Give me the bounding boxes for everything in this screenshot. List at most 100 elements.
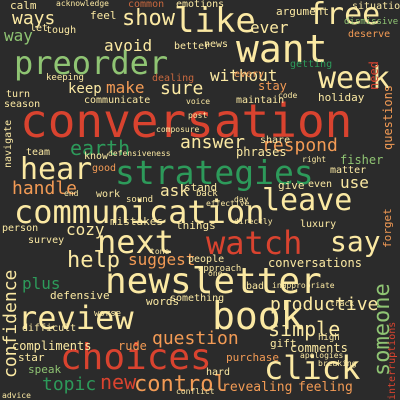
word-stay: stay xyxy=(258,79,287,93)
word-navigate: navigate xyxy=(3,119,14,168)
word-getting: getting xyxy=(290,59,333,70)
word-free: free xyxy=(308,0,381,32)
word-preorder: preorder xyxy=(14,44,169,82)
word-feel: feel xyxy=(90,9,117,22)
word-use: use xyxy=(340,173,369,192)
word-emotions: emotions xyxy=(176,0,225,10)
word-simple: simple xyxy=(268,317,341,341)
word-productive: productive xyxy=(270,294,379,315)
word-defensiveness: defensiveness xyxy=(108,149,171,158)
word-sure: sure xyxy=(160,78,204,99)
word-end: end xyxy=(64,189,79,198)
word-book: book xyxy=(212,294,304,338)
word-people: people xyxy=(188,254,225,265)
word-day: day xyxy=(234,195,249,204)
word-revealing: revealing xyxy=(222,380,293,395)
word-sound: sound xyxy=(126,195,154,205)
word-click: click xyxy=(264,349,361,387)
word-code: code xyxy=(278,91,298,100)
word-inappropriate: inappropriate xyxy=(272,281,335,290)
word-defensive: defensive xyxy=(50,289,110,302)
word-season: season xyxy=(4,99,41,110)
word-feeling: feeling xyxy=(298,380,353,395)
word-one: one xyxy=(208,269,223,278)
word-something: something xyxy=(170,293,225,304)
word-track: track xyxy=(330,299,355,308)
word-purchase: purchase xyxy=(226,351,279,364)
word-even: even xyxy=(308,179,333,190)
word-answer: answer xyxy=(180,132,246,153)
word-let: let xyxy=(30,23,49,34)
word-luxury: luxury xyxy=(300,219,337,230)
word-show: show xyxy=(122,6,175,31)
word-say: say xyxy=(330,225,381,258)
word-hard: hard xyxy=(206,367,231,378)
word-earth: earth xyxy=(70,136,131,160)
word-comments: comments xyxy=(290,341,348,355)
word-matter: matter xyxy=(330,165,367,176)
word-review: review xyxy=(18,299,134,337)
word-phrases: phrases xyxy=(236,145,287,159)
word-know: know xyxy=(84,151,109,162)
word-work: work xyxy=(96,189,121,200)
word-hear: hear xyxy=(20,152,93,187)
word-things: things xyxy=(176,219,216,232)
word-situation: situation xyxy=(352,1,400,12)
word-post: post xyxy=(188,111,208,120)
word-back: back xyxy=(196,189,218,199)
word-watch: watch xyxy=(206,224,303,262)
word-next: next xyxy=(97,223,175,261)
word-common: common xyxy=(128,0,165,10)
word-apologies: apologies xyxy=(300,351,344,360)
word-approach: approach xyxy=(198,264,242,274)
word-dismissive: dismissive xyxy=(344,17,399,27)
word-holiday: holiday xyxy=(318,91,365,104)
word-high: high xyxy=(318,333,340,343)
word-like: like xyxy=(174,1,256,41)
word-stand: stand xyxy=(184,181,218,194)
word-ways: ways xyxy=(12,8,56,29)
word-deserve: deserve xyxy=(348,29,391,40)
word-without: without xyxy=(210,66,278,85)
word-better: better xyxy=(174,41,211,52)
word-difficult: difficult xyxy=(22,323,77,334)
word-tone: tone xyxy=(150,247,170,256)
word-ask: ask xyxy=(160,181,189,200)
word-worse: worse xyxy=(94,309,122,319)
word-need: need xyxy=(367,61,381,90)
word-conflict: conflict xyxy=(176,387,215,396)
word-topic: topic xyxy=(42,374,97,395)
word-communication: communication xyxy=(14,193,265,231)
word-keep: keep xyxy=(68,81,102,97)
word-argument: argument xyxy=(276,5,329,18)
word-advice: advice xyxy=(2,391,31,400)
word-person: person xyxy=(2,223,39,234)
word-bad: bad xyxy=(246,281,265,292)
word-leave: leave xyxy=(262,183,353,218)
word-composure: composure xyxy=(156,125,200,134)
word-maintain: maintain xyxy=(236,95,285,106)
word-keeping: keeping xyxy=(46,73,84,83)
word-control: control xyxy=(134,372,227,397)
word-want: want xyxy=(236,27,328,71)
word-breaking: breaking xyxy=(318,359,357,368)
word-help: help xyxy=(67,248,120,273)
word-survey: survey xyxy=(28,235,65,246)
word-effective: effective xyxy=(206,199,250,208)
word-share: share xyxy=(260,135,291,146)
word-rude: rude xyxy=(118,339,147,353)
word-ever: ever xyxy=(250,18,289,37)
word-strategies: strategies xyxy=(115,153,314,192)
word-dealing: dealing xyxy=(152,73,195,84)
word-question: question xyxy=(152,328,239,349)
word-week: week xyxy=(318,61,391,96)
word-make: make xyxy=(106,78,145,97)
word-good: good xyxy=(92,163,117,174)
word-give: give xyxy=(278,179,305,192)
word-news: news xyxy=(204,39,229,50)
word-choices: choices xyxy=(60,337,212,378)
word-cozy: cozy xyxy=(66,220,105,239)
word-handle: handle xyxy=(12,178,78,199)
word-plus: plus xyxy=(22,274,61,293)
